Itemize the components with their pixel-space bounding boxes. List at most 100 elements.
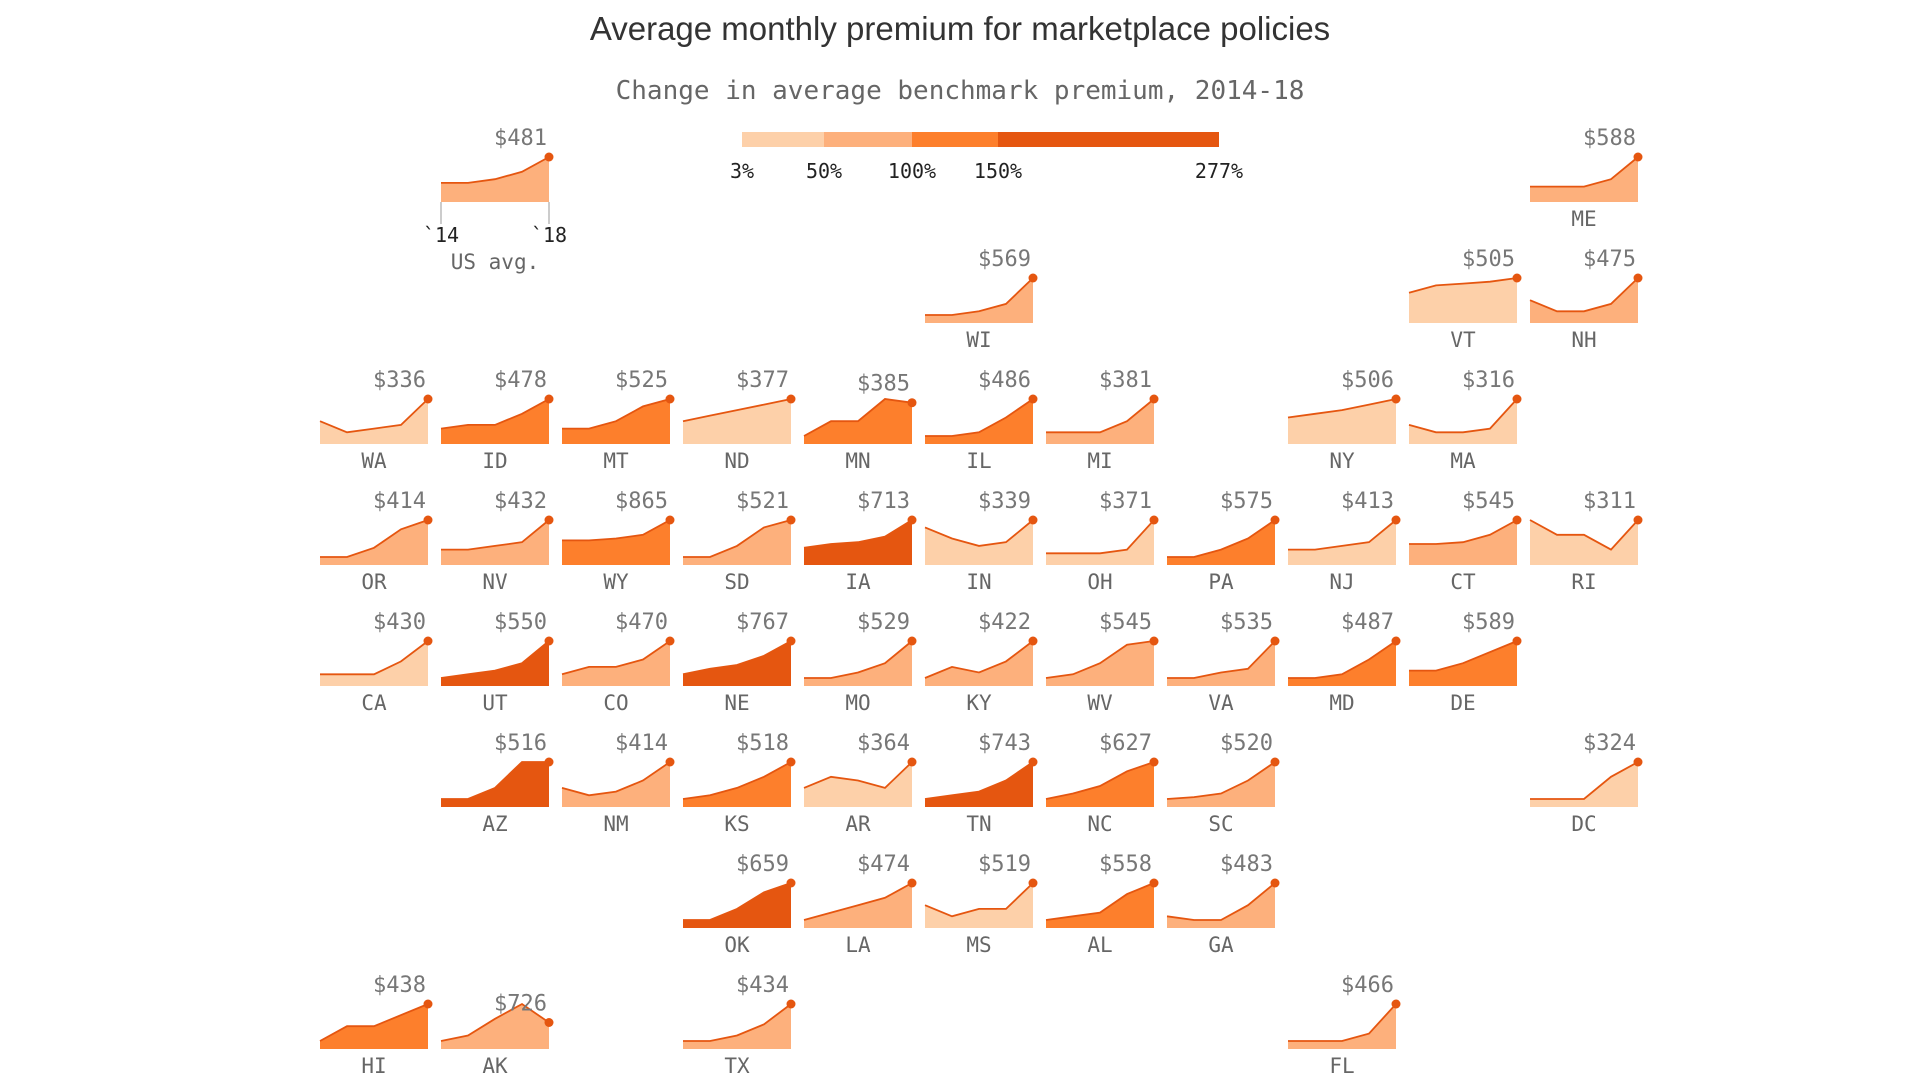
state-label: MN bbox=[845, 449, 870, 473]
state-label: NC bbox=[1087, 812, 1112, 836]
sparkline-line bbox=[440, 1002, 550, 1042]
state-label: NJ bbox=[1329, 570, 1354, 594]
value-label: $516 bbox=[494, 731, 547, 756]
sparkline-area bbox=[562, 762, 670, 807]
value-label: $529 bbox=[857, 610, 910, 635]
state-label: IL bbox=[966, 449, 991, 473]
state-label: NH bbox=[1571, 328, 1596, 352]
sparkline-line bbox=[925, 277, 1034, 316]
state-label: IA bbox=[845, 570, 871, 594]
sparkline-endpoint bbox=[1391, 394, 1401, 404]
sparkline-endpoint bbox=[1391, 636, 1401, 646]
value-label: $545 bbox=[1099, 610, 1152, 635]
value-label: $589 bbox=[1462, 610, 1515, 635]
value-label: $336 bbox=[373, 368, 426, 393]
state-label: TN bbox=[966, 812, 991, 836]
value-label: $413 bbox=[1341, 489, 1394, 514]
state-tile-nh: $475 NH bbox=[1529, 247, 1643, 352]
sparkline-area bbox=[925, 278, 1033, 323]
sparkline-line bbox=[924, 519, 1034, 547]
value-label: $316 bbox=[1462, 368, 1515, 393]
x-start-label: `14 bbox=[423, 223, 459, 247]
sparkline-area bbox=[1046, 399, 1154, 444]
state-tile-wa: $336 WA bbox=[319, 368, 433, 473]
sparkline-area bbox=[1167, 762, 1275, 807]
sparkline-line bbox=[683, 882, 792, 921]
state-label: CA bbox=[361, 691, 387, 715]
sparkline-line bbox=[1529, 277, 1639, 313]
state-label: OK bbox=[724, 933, 750, 957]
state-label: KS bbox=[724, 812, 749, 836]
legend-tick-label: 100% bbox=[888, 159, 936, 183]
state-tile-nc: $627 NC bbox=[1045, 731, 1159, 836]
sparkline-line bbox=[320, 519, 429, 558]
state-tile-la: $474 LA bbox=[803, 852, 917, 957]
sparkline-endpoint bbox=[1391, 515, 1401, 525]
sparkline-endpoint bbox=[1512, 636, 1522, 646]
sparkline-endpoint bbox=[1149, 515, 1159, 525]
sparkline-area bbox=[925, 641, 1033, 686]
value-label: $414 bbox=[373, 489, 426, 514]
sparkline-area bbox=[1167, 883, 1275, 928]
value-label: $422 bbox=[978, 610, 1031, 635]
sparkline-line bbox=[441, 156, 550, 184]
sparkline-endpoint bbox=[907, 757, 917, 767]
legend-swatch bbox=[998, 132, 1219, 147]
sparkline-area bbox=[683, 641, 791, 686]
sparkline-area bbox=[1530, 157, 1638, 202]
sparkline-endpoint bbox=[907, 515, 917, 525]
state-tile-oh: $371 OH bbox=[1046, 489, 1159, 594]
legend-tick-label: 150% bbox=[974, 159, 1022, 183]
state-label: DC bbox=[1571, 812, 1596, 836]
sparkline-endpoint bbox=[423, 999, 433, 1009]
state-label: MO bbox=[845, 691, 870, 715]
value-label: $432 bbox=[494, 489, 547, 514]
state-label: SC bbox=[1208, 812, 1233, 836]
sparkline-area bbox=[441, 762, 549, 807]
state-label: TX bbox=[724, 1054, 750, 1078]
state-tile-md: $487 MD bbox=[1288, 610, 1401, 715]
sparkline-area bbox=[1530, 762, 1638, 807]
sparkline-endpoint bbox=[665, 515, 675, 525]
sparkline-endpoint bbox=[665, 757, 675, 767]
value-label: $377 bbox=[736, 368, 789, 393]
sparkline-area bbox=[562, 520, 670, 565]
sparkline-area bbox=[320, 641, 428, 686]
state-label: FL bbox=[1329, 1054, 1354, 1078]
state-tile-ut: $550 UT bbox=[440, 610, 554, 715]
value-label: $475 bbox=[1583, 247, 1636, 272]
value-label: $550 bbox=[494, 610, 547, 635]
sparkline-endpoint bbox=[423, 515, 433, 525]
sparkline-endpoint bbox=[544, 515, 554, 525]
value-label: $558 bbox=[1099, 852, 1152, 877]
value-label: $545 bbox=[1462, 489, 1515, 514]
value-label: $466 bbox=[1341, 973, 1394, 998]
sparkline-area bbox=[1167, 520, 1275, 565]
state-tile-al: $558 AL bbox=[1045, 852, 1159, 957]
state-label: AZ bbox=[482, 812, 507, 836]
sparkline-line bbox=[1530, 761, 1639, 800]
sparkline-line bbox=[1529, 519, 1639, 551]
sparkline-endpoint bbox=[1633, 273, 1643, 283]
legend-tick-label: 50% bbox=[806, 159, 842, 183]
state-label: AL bbox=[1087, 933, 1112, 957]
sparkline-line bbox=[925, 398, 1034, 437]
state-tile-or: $414 OR bbox=[320, 489, 433, 594]
sparkline-area bbox=[1409, 278, 1517, 323]
sparkline-line bbox=[804, 640, 913, 679]
sparkline-line bbox=[1288, 1003, 1397, 1042]
sparkline-endpoint bbox=[1270, 636, 1280, 646]
sparkline-area bbox=[683, 520, 791, 565]
state-label: ID bbox=[482, 449, 507, 473]
sparkline-line bbox=[1288, 640, 1397, 679]
state-tile-co: $470 CO bbox=[561, 610, 675, 715]
sparkline-endpoint bbox=[1028, 515, 1038, 525]
sparkline-endpoint bbox=[907, 878, 917, 888]
state-tile-az: $516 AZ bbox=[441, 731, 554, 836]
value-label: $659 bbox=[736, 852, 789, 877]
sparkline-line bbox=[1046, 398, 1155, 434]
sparkline-line bbox=[1288, 519, 1397, 551]
sparkline-line bbox=[562, 519, 671, 542]
value-label: $438 bbox=[373, 973, 426, 998]
sparkline-area bbox=[441, 641, 549, 686]
